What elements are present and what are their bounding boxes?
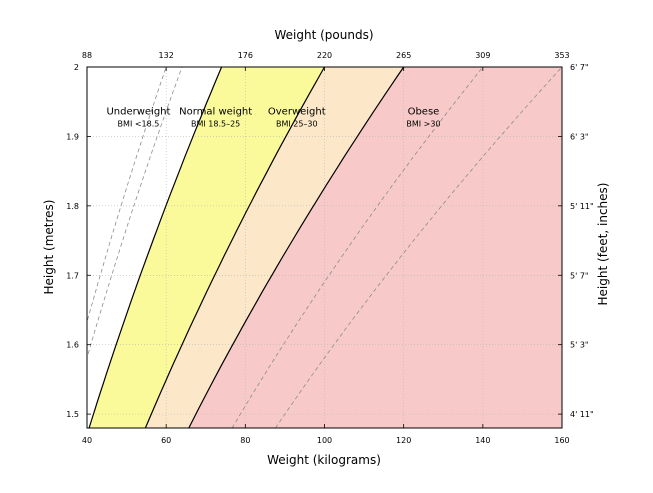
region-name-label: Normal weight — [179, 107, 252, 118]
bmi-line-18-5 — [88, 67, 223, 428]
y2-axis-title: Height (feet, inches) — [596, 183, 610, 306]
region-name-label: Overweight — [268, 107, 326, 118]
bmi-line-25 — [144, 67, 326, 428]
bmi-line-35 — [231, 67, 484, 428]
y-tick-label: 2 — [74, 63, 79, 72]
x-tick-label: 60 — [161, 436, 171, 445]
region-underweight — [87, 67, 222, 428]
y2-tick-label: 5' 7" — [570, 271, 589, 280]
region-overweight — [145, 67, 404, 428]
x2-tick-label: 220 — [317, 51, 332, 60]
y2-tick-label: 6' 7" — [570, 63, 589, 72]
x2-tick-label: 309 — [475, 51, 490, 60]
x-tick-label: 160 — [554, 436, 569, 445]
x-tick-label: 100 — [317, 436, 332, 445]
y2-tick-label: 4' 11" — [570, 410, 594, 419]
regions-layer — [87, 67, 562, 428]
x2-tick-label: 88 — [82, 51, 92, 60]
y-axis-title: Height (metres) — [42, 200, 56, 295]
region-obese — [188, 67, 562, 428]
y-tick-label: 1.5 — [66, 410, 79, 419]
y-tick-label: 1.8 — [66, 202, 79, 211]
x-tick-label: 80 — [240, 436, 250, 445]
x2-tick-label: 265 — [396, 51, 411, 60]
x-tick-label: 140 — [475, 436, 490, 445]
x-tick-label: 120 — [396, 436, 411, 445]
bmi-line-40 — [275, 67, 562, 428]
x-axis-title: Weight (kilograms) — [267, 453, 381, 467]
region-name-label: Underweight — [106, 107, 170, 118]
bmi-lines-layer — [87, 67, 562, 428]
bmi-line-30 — [188, 67, 405, 428]
region-name-label: Obese — [408, 107, 440, 118]
ticks-layer: 40 60 80 100 120 140 160 88 132 176 220 265 309 353 1.… — [66, 51, 593, 445]
region-range-label: BMI 18.5–25 — [191, 120, 240, 129]
y-tick-label: 1.9 — [66, 132, 79, 141]
region-labels-layer: Underweight BMI <18.5 Normal weight BMI 18.… — [106, 107, 440, 129]
x2-tick-label: 132 — [159, 51, 174, 60]
y-tick-label: 1.6 — [66, 341, 79, 350]
y-tick-label: 1.7 — [66, 271, 79, 280]
x2-tick-label: 176 — [238, 51, 253, 60]
x2-tick-label: 353 — [554, 51, 569, 60]
region-normal-weight — [89, 67, 325, 428]
x-tick-label: 40 — [82, 436, 92, 445]
region-range-label: BMI >30 — [406, 120, 440, 129]
y2-tick-label: 5' 11" — [570, 202, 594, 211]
y2-tick-label: 6' 3" — [570, 132, 589, 141]
y2-tick-label: 5' 3" — [570, 341, 589, 350]
region-range-label: BMI 25–30 — [276, 120, 318, 129]
region-range-label: BMI <18.5 — [118, 120, 160, 129]
x2-axis-title: Weight (pounds) — [274, 28, 373, 42]
